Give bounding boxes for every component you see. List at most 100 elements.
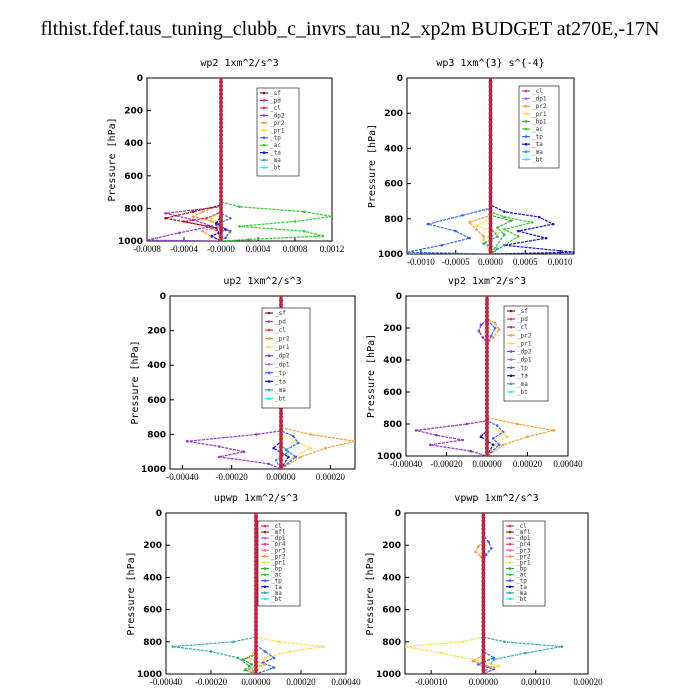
legend-marker (262, 158, 266, 162)
y-axis-label: Pressure [hPa] (130, 340, 141, 424)
x-tick-label: 0.0012 (320, 244, 345, 254)
zero-profile-point (488, 98, 493, 102)
series-point-sf (215, 226, 218, 230)
zero-profile-point (219, 149, 223, 154)
series-point-ac (530, 221, 534, 224)
zero-profile-point (488, 199, 493, 204)
zero-profile-point (481, 667, 486, 672)
x-tick-label: -0.0000 (207, 244, 235, 254)
series-point-pr2 (191, 215, 195, 218)
zero-profile-point (481, 551, 486, 556)
legend-entry: _ac (270, 142, 281, 149)
legend-entry: _bp (516, 566, 527, 573)
series-point-bp1 (496, 226, 499, 229)
x-tick-label: -0.00010 (415, 677, 448, 687)
chart-title: vp2 1xm^2/s^3 (448, 276, 526, 287)
zero-profile-point (219, 173, 223, 178)
series-point-dp2 (477, 329, 481, 333)
series-point-ma (236, 656, 240, 660)
series-point-tp (296, 441, 300, 445)
y-tick-label: 400 (124, 139, 143, 149)
series-point-dp2 (218, 455, 221, 459)
series-point-dp2 (267, 462, 270, 466)
series-point-pr1 (405, 645, 407, 648)
zero-profile-point (485, 322, 489, 326)
x-tick-label: 0.00040 (553, 459, 583, 469)
series-line-pr1 (475, 78, 500, 254)
series-point-dp2 (242, 450, 246, 454)
x-tick-label: 0.0004 (246, 244, 271, 254)
legend-entry: _pr4 (271, 541, 286, 548)
zero-profile-point (219, 124, 223, 129)
x-tick-label: 0.00000 (469, 677, 499, 687)
series-point-pr1 (277, 640, 280, 644)
legend-box (503, 305, 549, 402)
legend-marker (508, 585, 512, 589)
zero-profile-point (485, 350, 489, 354)
legend-marker (262, 166, 266, 169)
legend-entry: _pr3 (271, 547, 286, 554)
legend-marker (262, 128, 266, 132)
chart-title: wp2 1xm^2/s^3 (200, 58, 278, 69)
zero-profile-point (485, 386, 489, 390)
zero-profile-point (219, 222, 223, 227)
legend-entry: _bt (275, 395, 286, 402)
legend-marker (263, 561, 267, 564)
series-point-tp (228, 229, 232, 233)
series-point-tp (492, 656, 496, 660)
legend-entry: _bt (532, 156, 543, 163)
chart-title: upwp 1xm^2/s^3 (214, 493, 298, 504)
series-point-ta (210, 234, 214, 238)
y-tick-label: 800 (382, 638, 401, 648)
zero-profile-point (254, 551, 258, 556)
legend-marker (508, 579, 512, 582)
series-point-bp1 (503, 233, 506, 236)
legend-marker (508, 524, 512, 528)
legend-entry: _ta (532, 141, 543, 148)
zero-profile-point (488, 128, 493, 133)
zero-profile-point (279, 441, 283, 446)
series-point-sf (164, 216, 167, 220)
zero-profile-point (488, 124, 493, 129)
legend-marker (262, 121, 266, 125)
legend-entry: _ta (517, 373, 528, 380)
legend-marker (267, 362, 271, 366)
zero-profile-point (488, 142, 493, 146)
y-axis-label: Pressure [hPa] (367, 124, 378, 208)
series-group (405, 513, 564, 674)
legend-entry: _cl (516, 523, 527, 530)
legend-entry: _cl (270, 105, 281, 112)
zero-profile-point (481, 655, 486, 660)
legend-marker (267, 388, 271, 392)
legend-entry: _ma (275, 387, 286, 394)
zero-profile-point (254, 623, 258, 628)
series-point-dp2 (185, 440, 189, 443)
zero-profile-point (219, 177, 223, 182)
legend-marker (509, 350, 513, 353)
series-point-tp (228, 216, 232, 220)
zero-profile-point (481, 643, 486, 648)
zero-profile-point (485, 366, 489, 370)
zero-profile-point (481, 611, 486, 616)
zero-profile-point (485, 298, 489, 302)
zero-profile-point (279, 436, 283, 441)
zero-profile-point (219, 169, 223, 174)
zero-profile-point (481, 531, 486, 536)
zero-profile-point (279, 296, 283, 298)
zero-profile-point (219, 78, 223, 80)
legend-entry: _dp1 (275, 361, 290, 368)
legend-marker (509, 374, 513, 378)
series-point-pr2 (468, 221, 471, 224)
zero-profile-point (254, 643, 258, 648)
series-line-pr1 (280, 296, 312, 469)
series-point-pr1 (461, 640, 464, 644)
y-tick-label: 1000 (141, 465, 166, 475)
series-point-pr1 (493, 443, 497, 447)
series-point-ta (551, 222, 555, 226)
zero-profile-point (485, 422, 489, 426)
series-point-pr2 (526, 435, 529, 439)
legend-entry: _mfl (516, 529, 531, 536)
y-tick-label: 1000 (376, 670, 401, 680)
zero-profile-point (481, 567, 486, 572)
zero-profile-point (481, 607, 486, 612)
